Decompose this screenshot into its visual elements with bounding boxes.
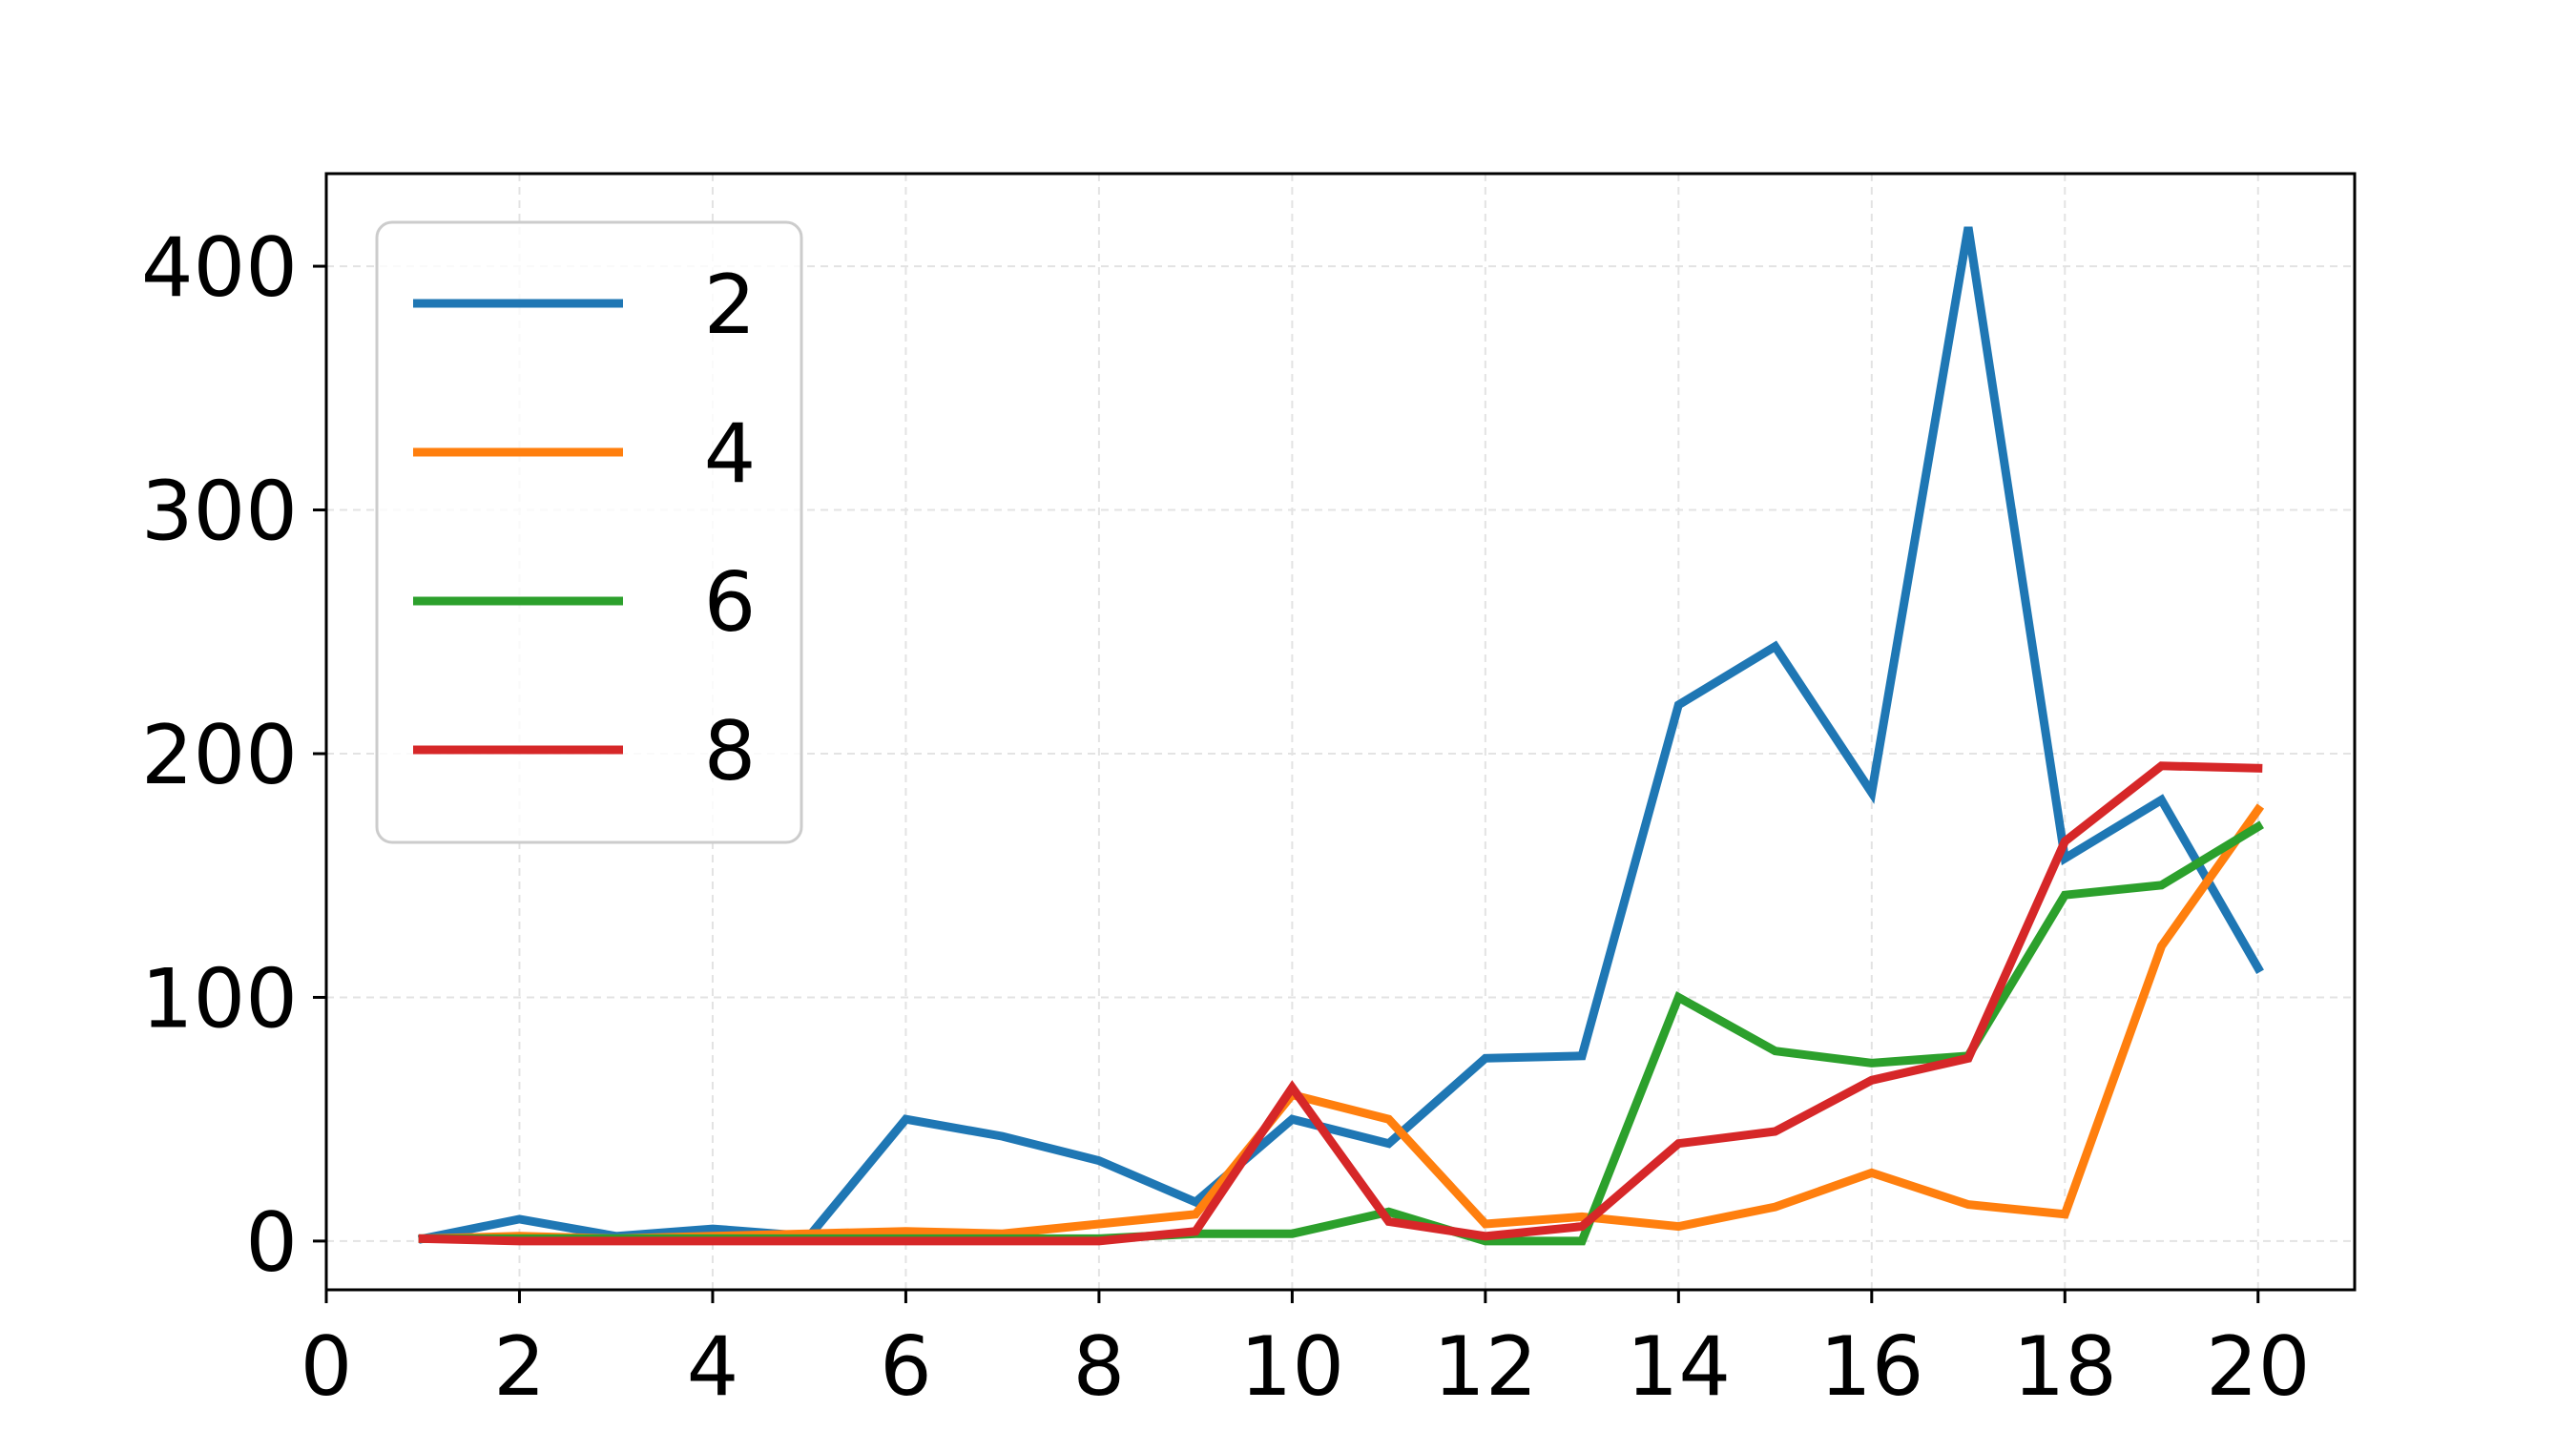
x-tick-label: 14 (1627, 1319, 1731, 1415)
y-tick-label: 400 (141, 220, 298, 316)
x-axis: 0 2 4 6 8 10 12 14 16 18 20 (301, 1290, 2310, 1415)
x-tick-label: 18 (2013, 1319, 2117, 1415)
legend: 2 4 6 8 (375, 220, 803, 844)
legend-label: 8 (704, 704, 757, 799)
y-tick-label: 300 (141, 465, 298, 560)
y-axis: 0 100 200 300 400 (141, 220, 326, 1291)
legend-label: 6 (704, 555, 757, 651)
series-line-8 (418, 761, 2263, 1246)
x-tick-label: 2 (493, 1319, 546, 1415)
y-tick-label: 100 (141, 951, 298, 1047)
y-tick-label: 0 (245, 1195, 298, 1291)
y-tick-label: 200 (141, 708, 298, 803)
x-tick-label: 4 (687, 1319, 739, 1415)
x-tick-label: 6 (880, 1319, 932, 1415)
legend-label: 2 (704, 258, 757, 353)
x-tick-label: 10 (1240, 1319, 1344, 1415)
x-tick-label: 20 (2206, 1319, 2310, 1415)
plot-frame (324, 172, 2357, 1292)
legend-label: 4 (704, 406, 757, 502)
x-tick-label: 12 (1433, 1319, 1537, 1415)
series-lines (417, 226, 2265, 1246)
x-tick-label: 8 (1073, 1319, 1126, 1415)
series-line-2 (417, 226, 2264, 1244)
legend-box (375, 220, 803, 844)
x-tick-label: 16 (1819, 1319, 1923, 1415)
x-tick-label: 0 (301, 1319, 353, 1415)
